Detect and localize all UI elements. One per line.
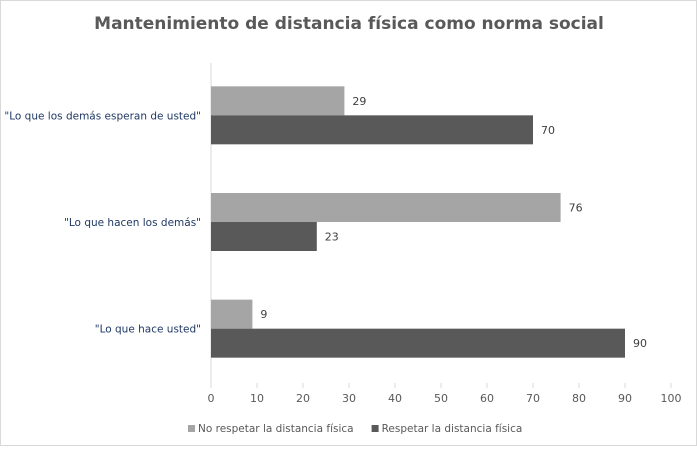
legend-label: No respetar la distancia física [198, 423, 354, 435]
x-tick-label: 10 [250, 392, 264, 405]
x-tick-label: 0 [208, 392, 215, 405]
x-tick-label: 90 [618, 392, 632, 405]
bar [211, 193, 561, 222]
legend-swatch [371, 425, 379, 432]
data-label: 9 [260, 308, 267, 321]
x-tick-label: 30 [342, 392, 356, 405]
x-tick-label: 70 [526, 392, 540, 405]
category-label: "Lo que hacen los demás" [64, 217, 201, 229]
data-label: 90 [633, 337, 647, 350]
x-tick-label: 60 [480, 392, 494, 405]
bar [211, 328, 625, 358]
category-label: "Lo que hace usted" [95, 324, 201, 336]
legend-swatch [188, 425, 195, 432]
data-label: 29 [352, 95, 366, 108]
bar [211, 222, 317, 251]
bar [211, 299, 253, 329]
category-label: "Lo que los demás esperan de usted" [4, 110, 201, 122]
bar [211, 86, 345, 116]
x-tick-label: 20 [296, 392, 310, 405]
data-label: 70 [541, 124, 555, 137]
x-tick-label: 50 [434, 392, 448, 405]
data-label: 76 [569, 202, 583, 215]
data-label: 23 [325, 231, 339, 244]
x-tick-label: 100 [661, 392, 682, 405]
x-tick-label: 80 [572, 392, 586, 405]
chart-title: Mantenimiento de distancia física como n… [94, 14, 604, 34]
bar [211, 115, 533, 145]
legend-label: Respetar la distancia física [382, 423, 523, 435]
x-tick-label: 40 [388, 392, 402, 405]
